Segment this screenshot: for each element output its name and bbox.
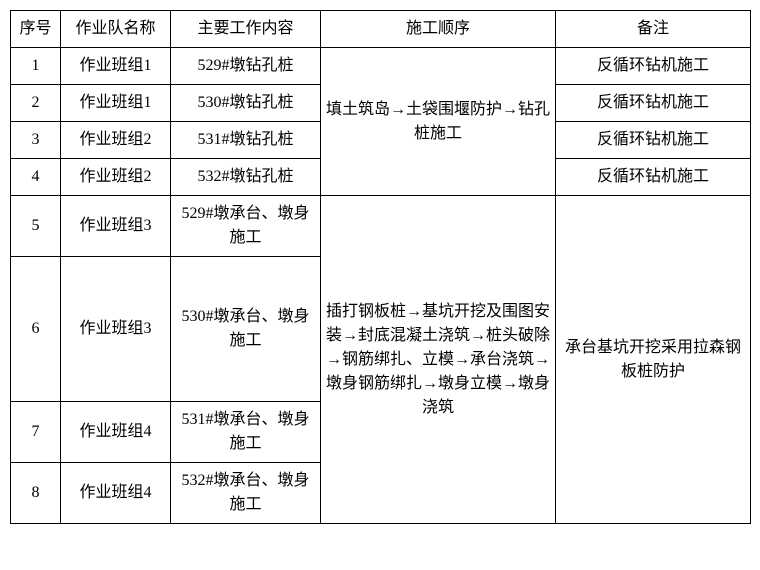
- cell-seq: 8: [11, 463, 61, 524]
- cell-order-top: 填土筑岛→土袋围堰防护→钻孔桩施工: [321, 48, 556, 196]
- cell-team: 作业班组3: [61, 196, 171, 257]
- cell-note: 反循环钻机施工: [556, 48, 751, 85]
- header-order: 施工顺序: [321, 11, 556, 48]
- cell-team: 作业班组2: [61, 122, 171, 159]
- construction-schedule-table: 序号 作业队名称 主要工作内容 施工顺序 备注 1 作业班组1 529#墩钻孔桩…: [10, 10, 751, 524]
- cell-team: 作业班组1: [61, 48, 171, 85]
- cell-work: 530#墩钻孔桩: [171, 85, 321, 122]
- cell-seq: 7: [11, 402, 61, 463]
- cell-work: 532#墩承台、墩身施工: [171, 463, 321, 524]
- header-seq: 序号: [11, 11, 61, 48]
- cell-seq: 5: [11, 196, 61, 257]
- cell-work: 531#墩承台、墩身施工: [171, 402, 321, 463]
- cell-note: 反循环钻机施工: [556, 85, 751, 122]
- cell-team: 作业班组3: [61, 257, 171, 402]
- table-row: 5 作业班组3 529#墩承台、墩身施工 插打钢板桩→基坑开挖及围图安装→封底混…: [11, 196, 751, 257]
- cell-team: 作业班组4: [61, 463, 171, 524]
- cell-seq: 2: [11, 85, 61, 122]
- cell-order-bottom: 插打钢板桩→基坑开挖及围图安装→封底混凝土浇筑→桩头破除→钢筋绑扎、立模→承台浇…: [321, 196, 556, 524]
- cell-note: 反循环钻机施工: [556, 159, 751, 196]
- cell-work: 529#墩承台、墩身施工: [171, 196, 321, 257]
- cell-team: 作业班组4: [61, 402, 171, 463]
- header-team: 作业队名称: [61, 11, 171, 48]
- cell-team: 作业班组1: [61, 85, 171, 122]
- cell-seq: 3: [11, 122, 61, 159]
- cell-note-bottom: 承台基坑开挖采用拉森钢板桩防护: [556, 196, 751, 524]
- cell-work: 531#墩钻孔桩: [171, 122, 321, 159]
- cell-seq: 6: [11, 257, 61, 402]
- cell-note: 反循环钻机施工: [556, 122, 751, 159]
- cell-seq: 1: [11, 48, 61, 85]
- cell-work: 532#墩钻孔桩: [171, 159, 321, 196]
- header-work: 主要工作内容: [171, 11, 321, 48]
- cell-work: 529#墩钻孔桩: [171, 48, 321, 85]
- header-note: 备注: [556, 11, 751, 48]
- table-row: 1 作业班组1 529#墩钻孔桩 填土筑岛→土袋围堰防护→钻孔桩施工 反循环钻机…: [11, 48, 751, 85]
- table-header-row: 序号 作业队名称 主要工作内容 施工顺序 备注: [11, 11, 751, 48]
- cell-seq: 4: [11, 159, 61, 196]
- cell-work: 530#墩承台、墩身施工: [171, 257, 321, 402]
- cell-team: 作业班组2: [61, 159, 171, 196]
